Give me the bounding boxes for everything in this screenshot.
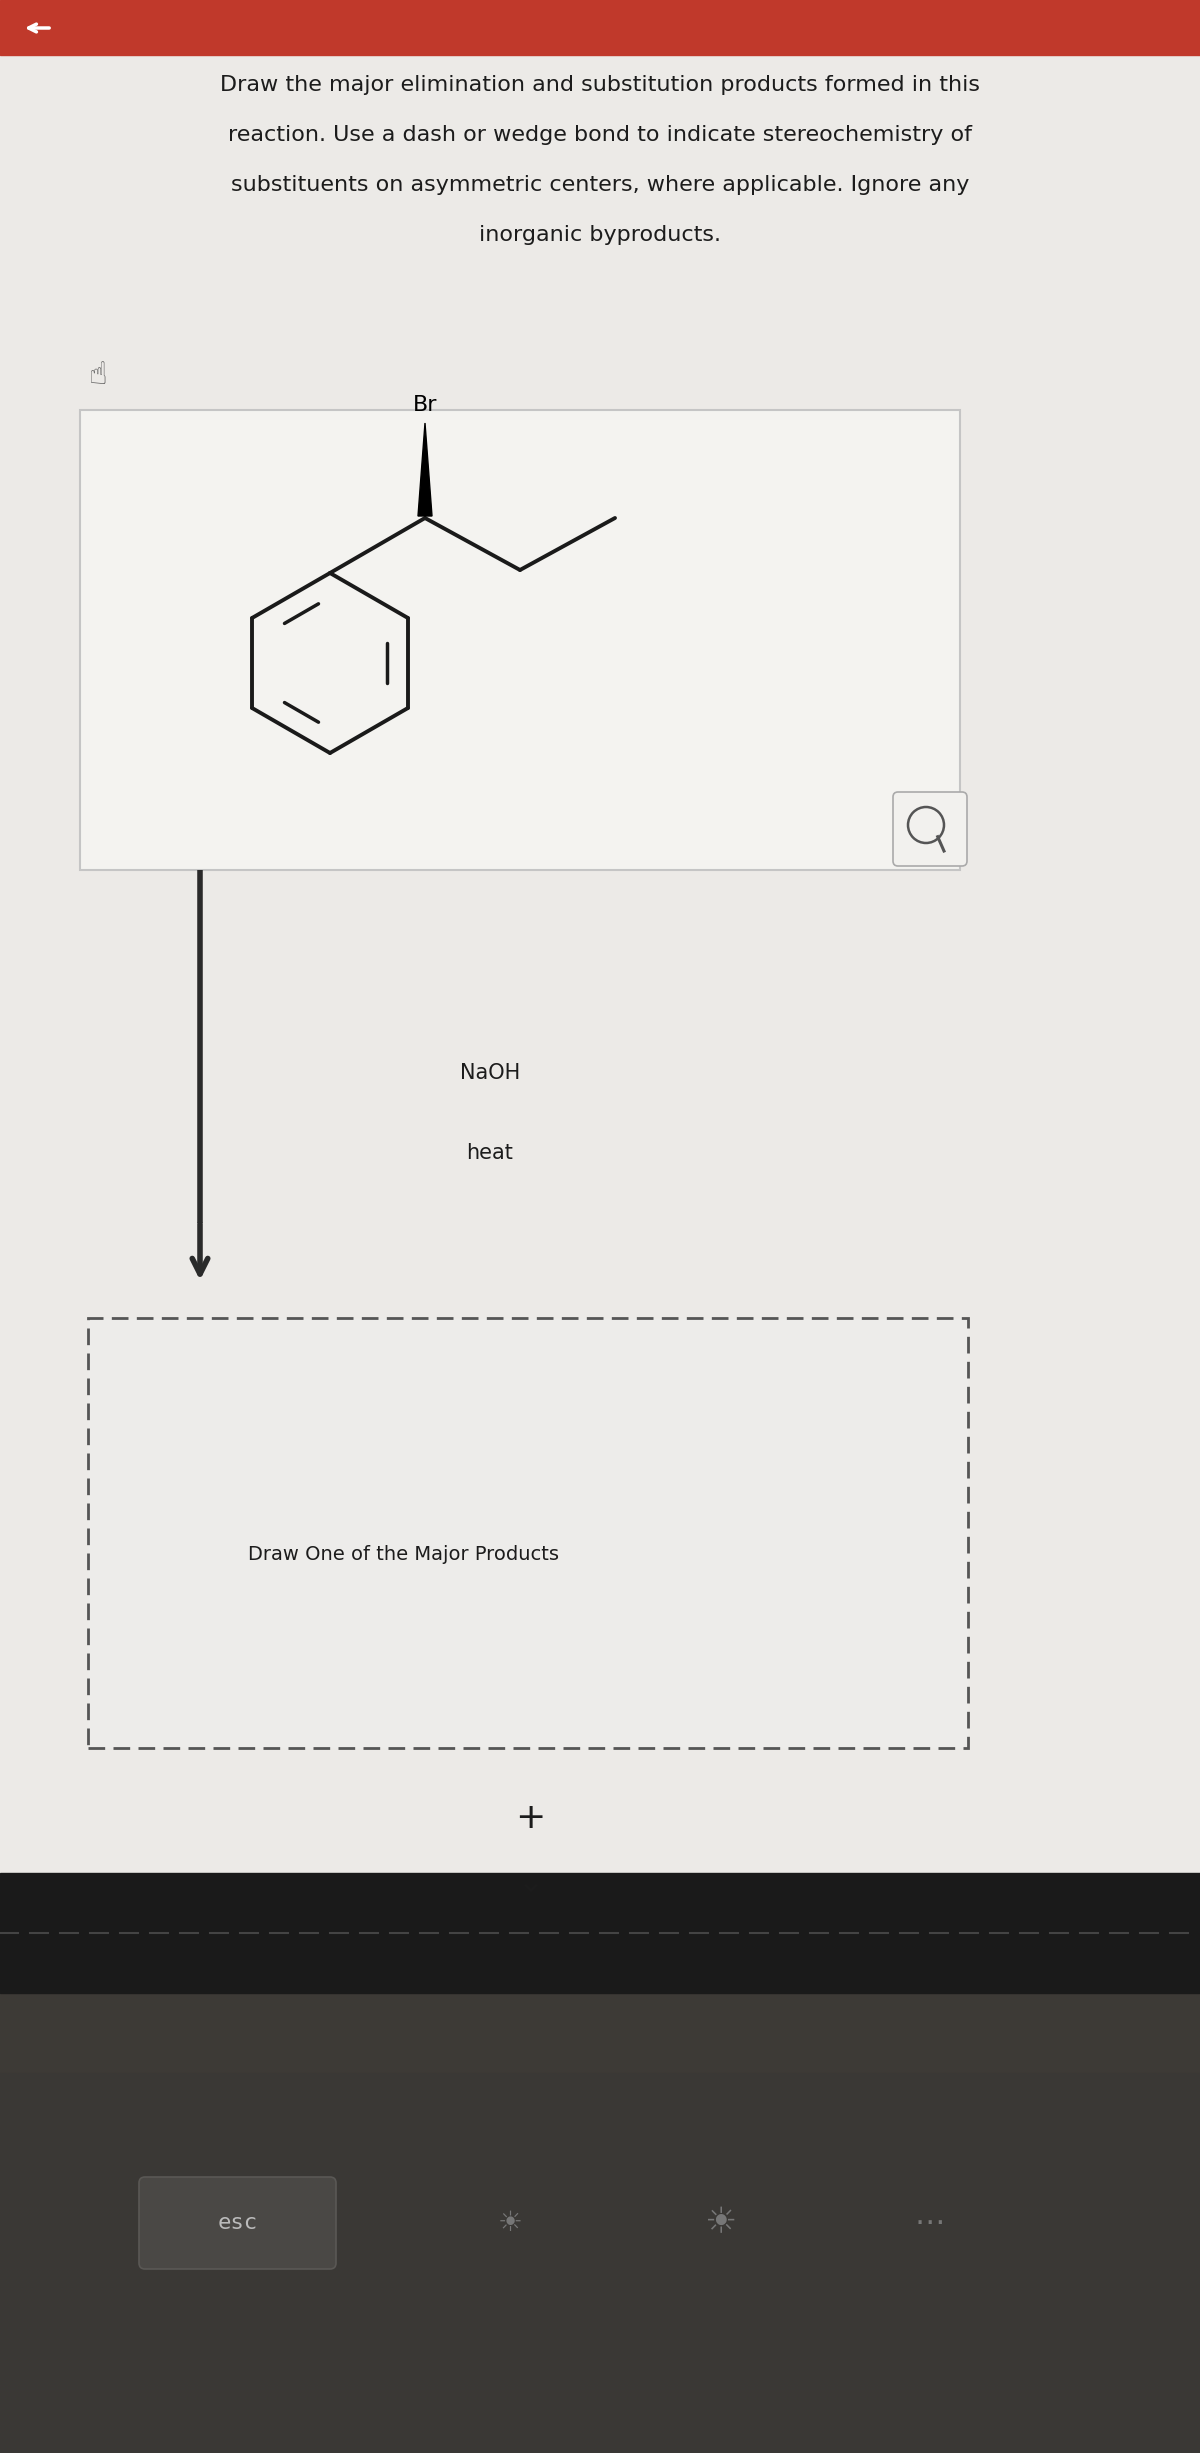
Bar xyxy=(0,0,1200,1884)
Text: ⌄: ⌄ xyxy=(516,1867,544,1899)
FancyBboxPatch shape xyxy=(88,1317,968,1749)
FancyBboxPatch shape xyxy=(139,2176,336,2269)
Text: Draw the major elimination and substitution products formed in this: Draw the major elimination and substitut… xyxy=(220,76,980,96)
Bar xyxy=(0,2073,1200,2453)
FancyBboxPatch shape xyxy=(893,792,967,866)
Text: ☝: ☝ xyxy=(89,361,107,390)
Text: inorganic byproducts.: inorganic byproducts. xyxy=(479,226,721,245)
Text: ☀: ☀ xyxy=(704,2205,736,2240)
Text: NaOH: NaOH xyxy=(460,1062,520,1084)
Text: esc: esc xyxy=(218,2213,258,2232)
Bar xyxy=(0,1992,1200,2453)
Bar xyxy=(0,0,1200,54)
Text: heat: heat xyxy=(467,1143,514,1163)
Text: reaction. Use a dash or wedge bond to indicate stereochemistry of: reaction. Use a dash or wedge bond to in… xyxy=(228,125,972,145)
Text: ⋯: ⋯ xyxy=(914,2208,946,2237)
Polygon shape xyxy=(418,422,432,515)
Text: substituents on asymmetric centers, where applicable. Ignore any: substituents on asymmetric centers, wher… xyxy=(230,174,970,194)
Text: ☀: ☀ xyxy=(498,2210,522,2237)
Text: Br: Br xyxy=(413,395,437,415)
Text: Draw One of the Major Products: Draw One of the Major Products xyxy=(248,1545,559,1565)
Bar xyxy=(0,1874,1200,1992)
Text: +: + xyxy=(515,1801,545,1835)
FancyBboxPatch shape xyxy=(80,410,960,871)
